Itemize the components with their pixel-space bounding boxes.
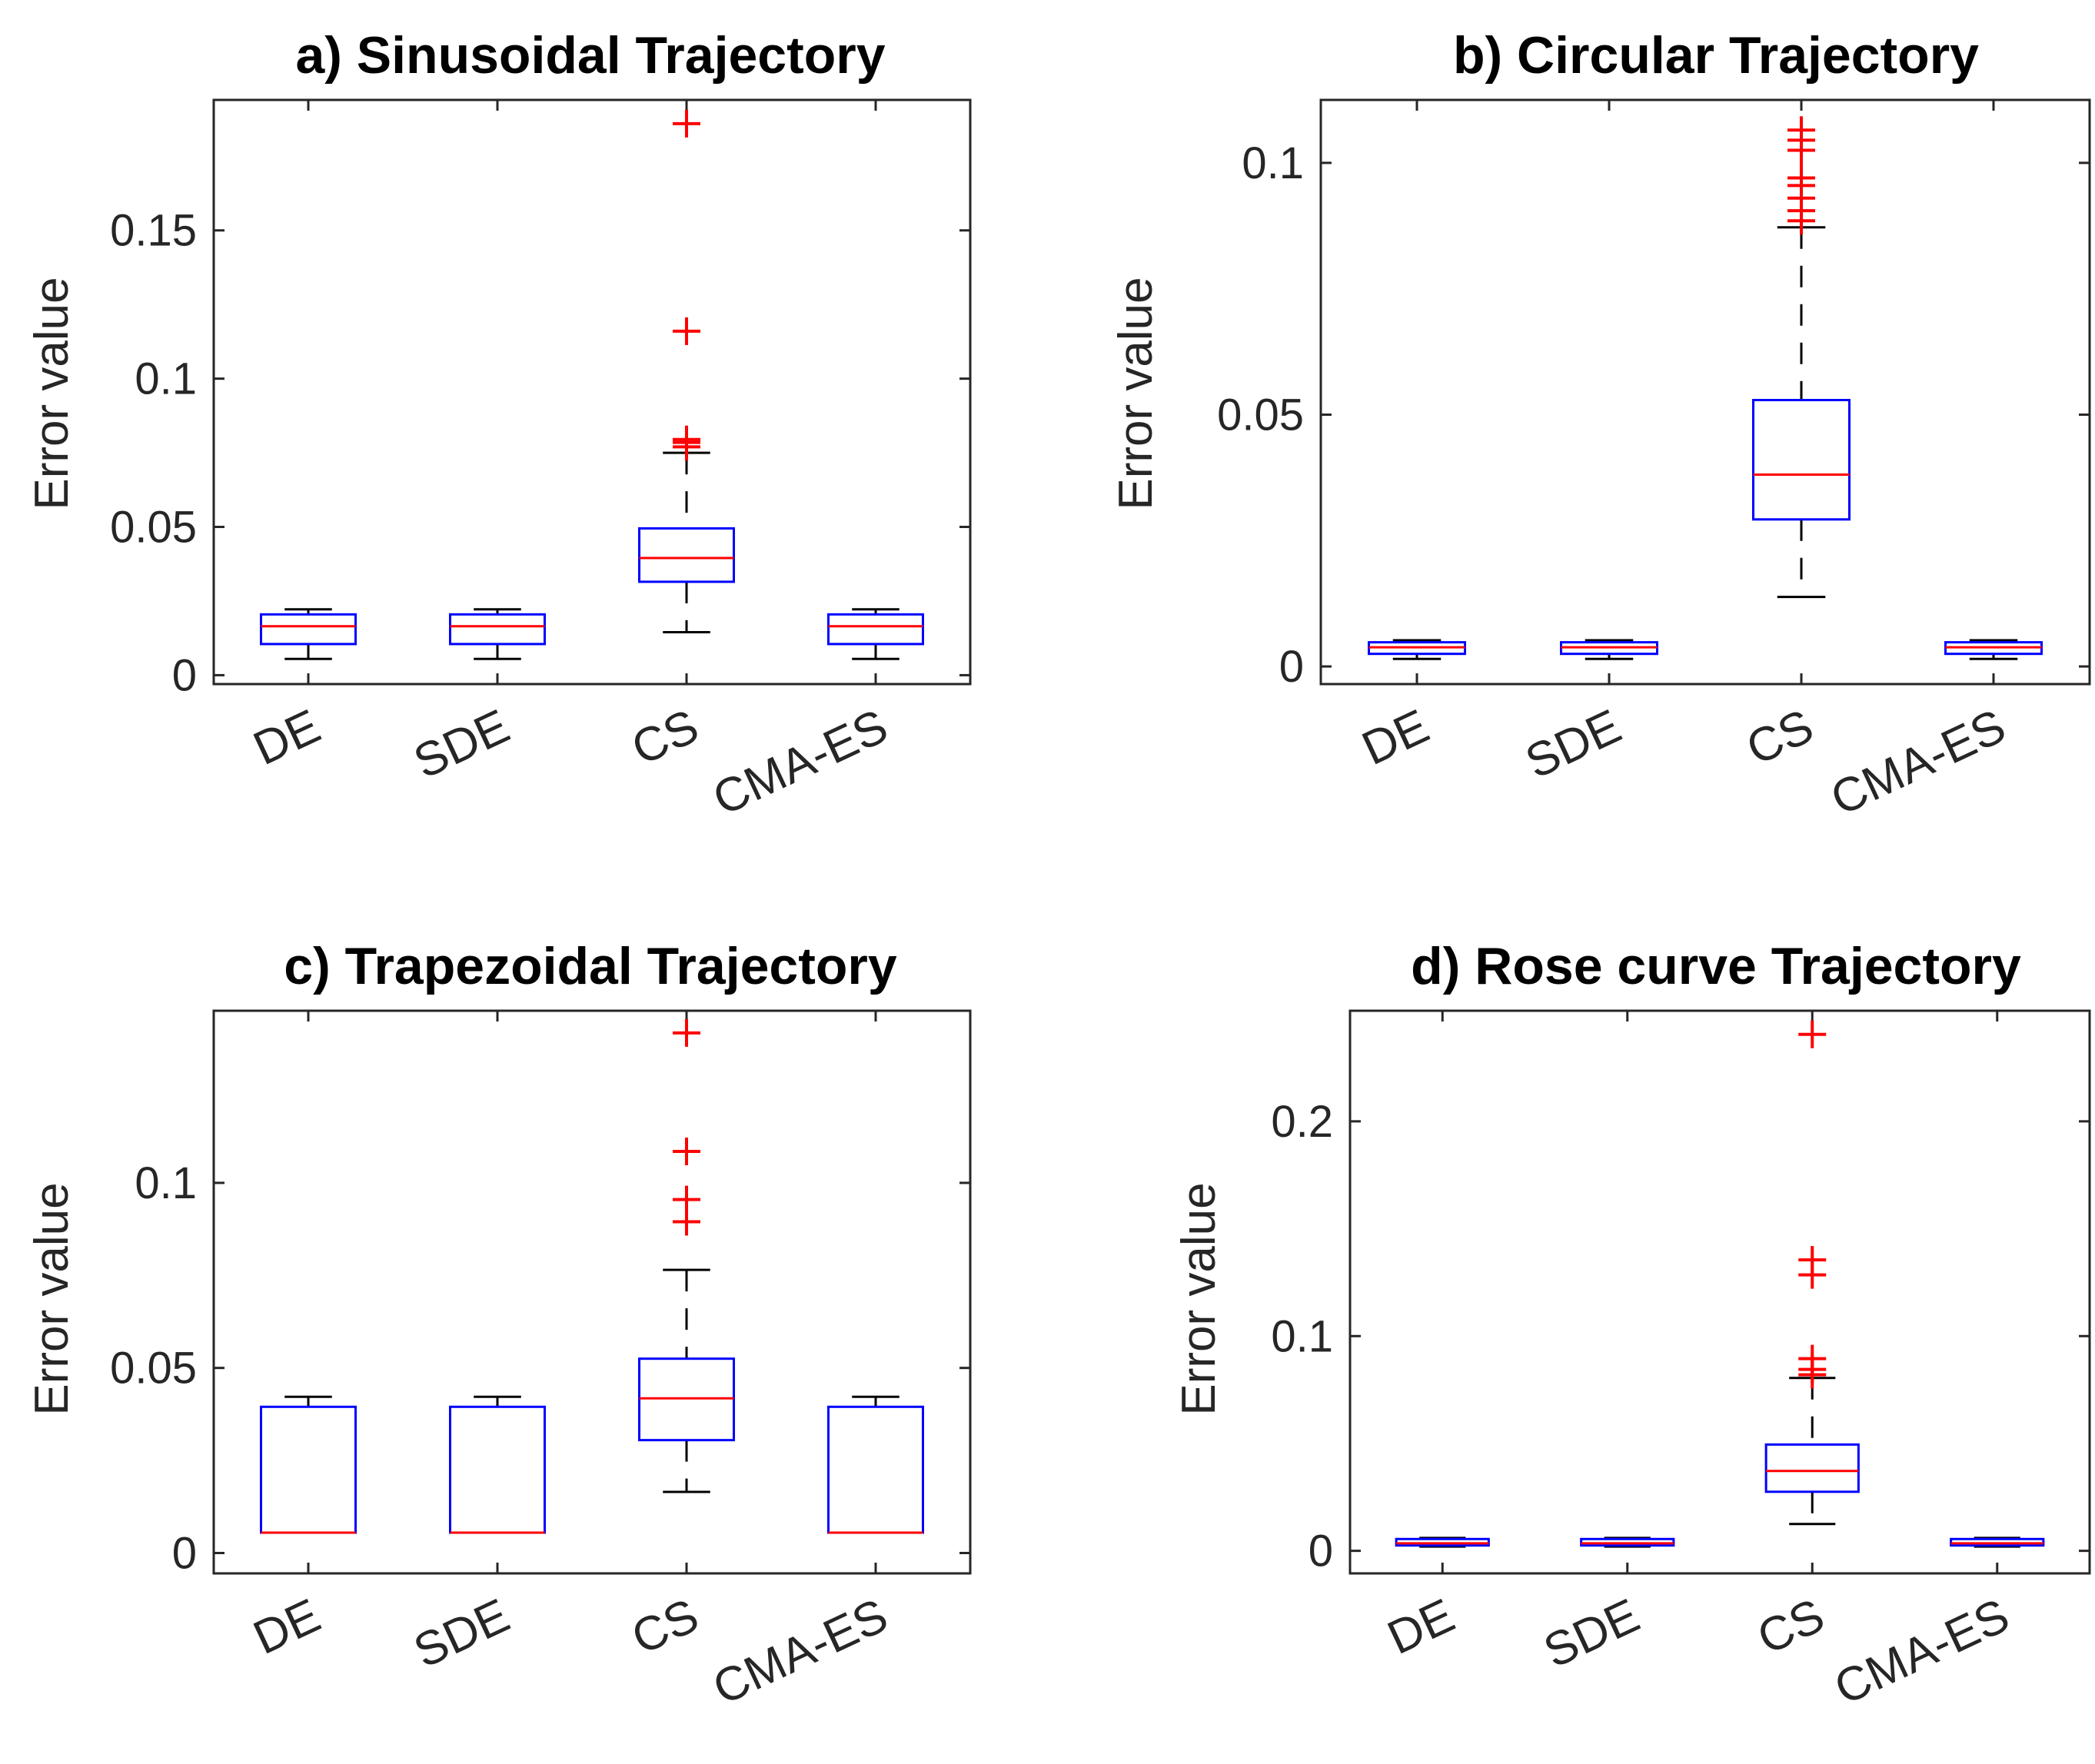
y-tick-label: 0.05 bbox=[110, 503, 197, 553]
panel-title: a) Sinusoidal Trajectory bbox=[295, 26, 885, 85]
outlier-marker bbox=[673, 109, 700, 138]
y-axis-label: Error value bbox=[25, 1182, 78, 1415]
outlier-marker bbox=[673, 425, 700, 453]
outlier-marker bbox=[673, 317, 700, 345]
x-category-label: SDE bbox=[1518, 699, 1629, 789]
iqr-box bbox=[260, 1405, 357, 1534]
box-cs bbox=[638, 109, 735, 633]
x-category-label: SDE bbox=[1536, 1589, 1648, 1678]
y-axis-label: Error value bbox=[25, 277, 78, 510]
panel-d-rose-curve: d) Rose curve Trajectory Error value 0 0.… bbox=[1172, 937, 2091, 1716]
x-category-label: DE bbox=[246, 699, 328, 776]
iqr-box bbox=[1764, 1443, 1860, 1493]
plot-area bbox=[212, 98, 972, 686]
y-axis-ticks: 0 0.05 0.1 bbox=[110, 1011, 970, 1579]
panel-title: b) Circular Trajectory bbox=[1453, 26, 1979, 85]
outlier-marker bbox=[1798, 1020, 1827, 1048]
box-de bbox=[260, 608, 357, 660]
x-category-label: SDE bbox=[406, 699, 517, 789]
iqr-box bbox=[827, 613, 924, 646]
panel-title: d) Rose curve Trajectory bbox=[1411, 937, 2021, 995]
x-category-label: CS bbox=[624, 699, 707, 776]
y-axis-ticks: 0 0.1 0.2 bbox=[1271, 1011, 2090, 1576]
x-category-label: DE bbox=[246, 1589, 328, 1665]
x-category-label: CMA-ES bbox=[1827, 1589, 2017, 1715]
outlier-marker bbox=[1787, 164, 1815, 192]
panel-c-trapezoidal: c) Trapezoidal Trajectory Error value 00… bbox=[25, 937, 972, 1716]
outlier-marker bbox=[1798, 1246, 1827, 1274]
y-tick-label: 0.15 bbox=[110, 206, 197, 256]
y-tick-label: 0.2 bbox=[1271, 1097, 1333, 1147]
y-tick-label: 0 bbox=[172, 650, 197, 700]
y-tick-label: 0.1 bbox=[135, 354, 197, 404]
outlier-marker bbox=[1787, 116, 1815, 145]
y-axis-label: Error value bbox=[1109, 277, 1162, 510]
box-de bbox=[1368, 639, 1466, 660]
x-category-label: CS bbox=[1739, 699, 1821, 776]
outlier-marker bbox=[673, 1185, 700, 1214]
y-tick-label: 0 bbox=[172, 1529, 197, 1579]
x-category-label: CMA-ES bbox=[1823, 699, 2014, 826]
x-category-label: CMA-ES bbox=[705, 1589, 896, 1715]
x-category-label: SDE bbox=[406, 1589, 517, 1678]
y-axis-ticks: 0 0.05 0.1 0.15 bbox=[110, 100, 970, 700]
panel-b-circular: b) Circular Trajectory Error value 0 0.05… bbox=[1109, 26, 2091, 826]
box-marks bbox=[1368, 116, 2043, 660]
box-cs bbox=[1752, 116, 1851, 599]
box-de bbox=[1395, 1536, 1490, 1548]
box-sde bbox=[449, 608, 546, 660]
x-category-label: CMA-ES bbox=[705, 699, 896, 826]
outlier-marker bbox=[673, 1138, 700, 1165]
y-tick-label: 0.1 bbox=[1242, 138, 1304, 188]
y-axis-label: Error value bbox=[1172, 1182, 1225, 1415]
x-category-label: CS bbox=[1750, 1589, 1832, 1665]
panel-a-sinusoidal: a) Sinusoidal Trajectory Error value 0 0.… bbox=[25, 26, 972, 826]
iqr-box bbox=[1752, 398, 1851, 521]
box-cma-es bbox=[827, 608, 924, 660]
plot-area bbox=[1319, 98, 2091, 686]
y-tick-label: 0.1 bbox=[1271, 1311, 1333, 1361]
iqr-box bbox=[638, 527, 735, 583]
box-cma-es bbox=[1944, 639, 2043, 660]
plot-area bbox=[1348, 1009, 2091, 1575]
y-axis-ticks: 0 0.05 0.1 bbox=[1217, 100, 2090, 692]
box-sde bbox=[1580, 1536, 1675, 1548]
outlier-marker bbox=[1798, 1344, 1827, 1373]
box-cs bbox=[638, 1018, 735, 1493]
box-marks bbox=[1395, 1020, 2045, 1548]
y-tick-label: 0.05 bbox=[110, 1344, 197, 1394]
box-sde bbox=[449, 1395, 546, 1534]
y-tick-label: 0 bbox=[1309, 1526, 1333, 1576]
outlier-marker bbox=[673, 1018, 700, 1047]
box-de bbox=[260, 1395, 357, 1534]
iqr-box bbox=[449, 613, 546, 646]
box-sde bbox=[1560, 639, 1658, 660]
iqr-box bbox=[827, 1405, 924, 1534]
box-cma-es bbox=[827, 1395, 924, 1534]
x-category-label: CS bbox=[624, 1589, 707, 1665]
x-category-label: DE bbox=[1380, 1589, 1462, 1665]
y-tick-label: 0.05 bbox=[1217, 390, 1304, 440]
iqr-box bbox=[449, 1405, 546, 1534]
y-tick-label: 0 bbox=[1279, 642, 1304, 692]
box-marks bbox=[260, 1018, 924, 1534]
iqr-box bbox=[260, 613, 357, 646]
box-cma-es bbox=[1950, 1536, 2045, 1548]
y-tick-label: 0.1 bbox=[135, 1158, 197, 1208]
box-marks bbox=[260, 109, 924, 660]
box-cs bbox=[1764, 1020, 1860, 1526]
panel-title: c) Trapezoidal Trajectory bbox=[284, 937, 897, 995]
x-category-label: DE bbox=[1355, 699, 1437, 776]
plot-area bbox=[212, 1009, 972, 1575]
